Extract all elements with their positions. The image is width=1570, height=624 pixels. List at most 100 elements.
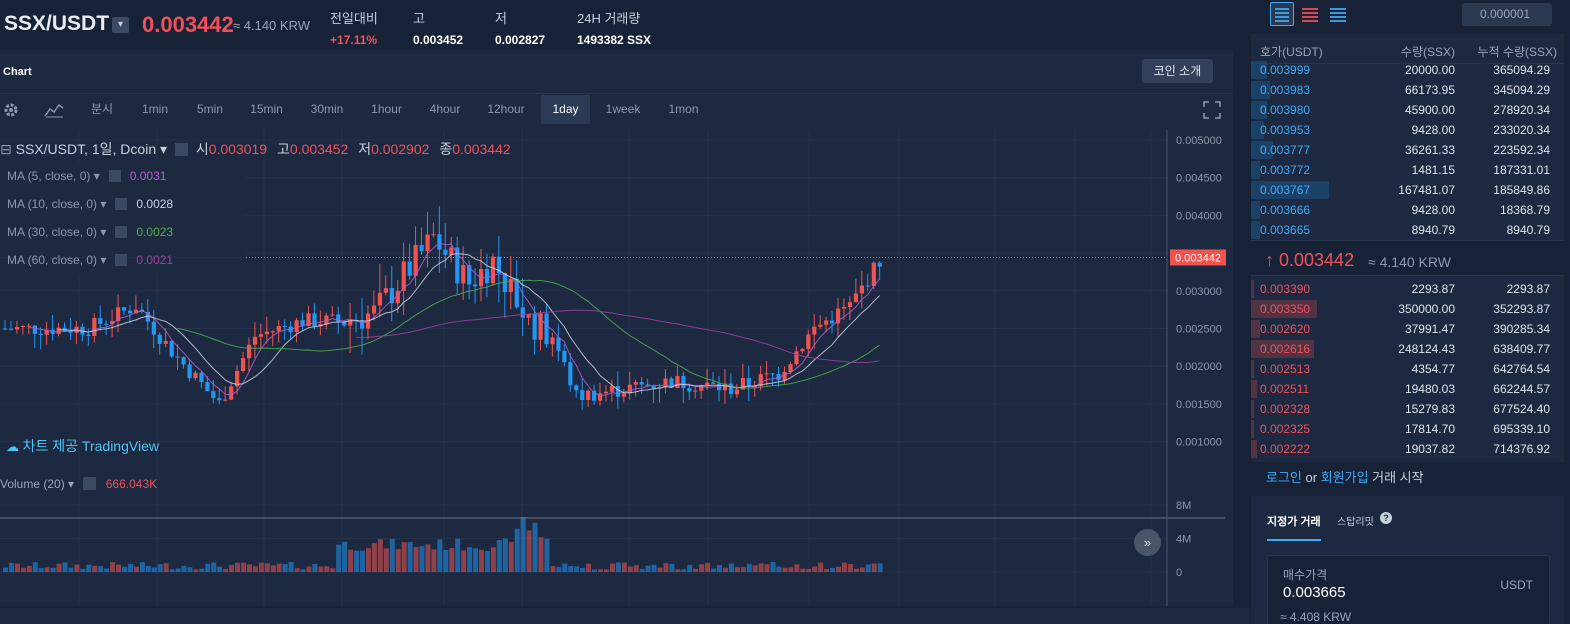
order-qty: 15279.83 [1404,402,1455,416]
depth-bar [1251,161,1261,179]
indicator-icon[interactable] [44,102,64,118]
candlestick-chart[interactable]: 0.0050000.0045000.0040000.0035000.003000… [0,130,1233,606]
candle-body [14,327,20,330]
ask-row[interactable]: 0.003666 9428.00 18368.79 [1251,200,1564,220]
settings-icon[interactable] [115,254,128,266]
buy-price-value[interactable]: 0.003665 [1283,584,1346,601]
order-price[interactable]: 0.003772 [1260,163,1311,177]
bid-row[interactable]: 0.002513 4354.77 642764.54 [1251,359,1564,379]
candle-body [818,324,823,327]
order-price[interactable]: 0.003777 [1260,143,1311,157]
settings-icon[interactable] [115,226,128,238]
bid-row[interactable]: 0.002616 248124.43 638409.77 [1251,339,1564,359]
volume-bar [187,567,193,572]
view-both-button[interactable] [1270,2,1294,26]
ask-row[interactable]: 0.003665 8940.79 8940.79 [1251,220,1564,240]
bid-row[interactable]: 0.002222 19037.82 714376.92 [1251,439,1564,459]
signup-link[interactable]: 회원가입 [1320,470,1369,485]
volume-bar [3,567,8,572]
volume-bar [139,562,145,572]
ask-row[interactable]: 0.003777 36261.33 223592.34 [1251,140,1564,160]
bid-row[interactable]: 0.002511 19480.03 662244.57 [1251,379,1564,399]
tab-limit-order[interactable]: 지정가 거래 [1267,513,1321,541]
tab-stop-limit[interactable]: 스탑리밋 [1337,517,1374,528]
timeframe-30min[interactable]: 30min [310,102,344,116]
volume-bar [211,562,217,572]
order-price[interactable]: 0.003983 [1260,83,1311,97]
order-price[interactable]: 0.003953 [1260,123,1311,137]
ask-row[interactable]: 0.003999 20000.00 365094.29 [1251,60,1564,80]
ask-row[interactable]: 0.003767 167481.07 185849.86 [1251,180,1564,200]
order-price[interactable]: 0.003999 [1260,63,1311,77]
candle-body [395,290,400,304]
volume-bar [800,568,806,572]
order-price[interactable]: 0.002620 [1260,322,1311,336]
view-asks-button[interactable] [1298,2,1322,26]
login-link[interactable]: 로그인 [1266,470,1302,485]
timeframe-1min[interactable]: 1min [141,102,168,116]
ask-row[interactable]: 0.003980 45900.00 278920.34 [1251,100,1564,120]
order-price[interactable]: 0.003767 [1260,183,1311,197]
timeframe-1mon[interactable]: 1mon [668,102,699,116]
view-bids-button[interactable] [1326,2,1350,26]
bid-row[interactable]: 0.002325 17814.70 695339.10 [1251,419,1564,439]
ma-legend-item[interactable]: MA (60, close, 0) ▾ 0.0021 [7,253,174,267]
timeframe-1week[interactable]: 1week [605,102,641,116]
scrollbar[interactable] [1564,0,1570,462]
candle-body [264,331,269,335]
order-price[interactable]: 0.002616 [1260,342,1311,356]
bid-row[interactable]: 0.002328 15279.83 677524.40 [1251,399,1564,419]
timeframe-4hour[interactable]: 4hour [429,102,461,116]
order-price[interactable]: 0.002328 [1260,402,1311,416]
volume-bar [229,564,235,572]
timeframe-12hour[interactable]: 12hour [487,102,525,116]
settings-icon[interactable] [108,170,121,182]
volume-bar [865,564,871,572]
ma-legend-item[interactable]: MA (5, close, 0) ▾ 0.0031 [7,169,167,183]
precision-select[interactable]: 0.000001 [1462,3,1552,26]
tradingview-credit[interactable]: ☁ 차트 제공 TradingView [6,438,159,454]
volume-label[interactable]: Volume (20) [0,477,65,491]
order-price[interactable]: 0.003350 [1260,302,1311,316]
bid-row[interactable]: 0.002620 37991.47 390285.34 [1251,319,1564,339]
settings-icon[interactable] [115,198,128,210]
order-price[interactable]: 0.002325 [1260,422,1311,436]
legend-symbol[interactable]: SSX/USDT, 1일, Dcoin [15,141,157,157]
order-price[interactable]: 0.003980 [1260,103,1311,117]
candle-body [847,302,853,308]
ask-row[interactable]: 0.003953 9428.00 233020.34 [1251,120,1564,140]
scroll-to-latest-button[interactable]: » [1134,529,1161,556]
buy-price-field[interactable]: 매수가격 0.003665 USDT [1267,555,1550,624]
order-price[interactable]: 0.002513 [1260,362,1311,376]
timeframe-5min[interactable]: 5min [196,102,223,116]
timeframe-15min[interactable]: 15min [250,102,283,116]
help-icon[interactable]: ? [1380,512,1392,524]
candle-body [38,333,43,335]
order-price[interactable]: 0.003666 [1260,203,1311,217]
bid-row[interactable]: 0.003390 2293.87 2293.87 [1251,279,1564,299]
settings-icon[interactable] [83,477,97,490]
candle-body [360,320,365,329]
order-price[interactable]: 0.002222 [1260,442,1311,456]
settings-icon[interactable] [174,143,188,156]
buy-price-krw: ≈ 4.408 KRW [1280,610,1352,624]
chevron-down-icon[interactable]: ▾ [112,17,129,33]
fullscreen-icon[interactable] [1203,101,1221,119]
ask-row[interactable]: 0.003983 66173.95 345094.29 [1251,80,1564,100]
last-price-krw: ≈ 4.140 KRW [233,18,310,33]
ask-row[interactable]: 0.003772 1481.15 187331.01 [1251,160,1564,180]
volume-bar [651,564,657,572]
order-price[interactable]: 0.002511 [1260,382,1310,396]
order-price[interactable]: 0.003665 [1260,223,1311,237]
timeframe-분시[interactable]: 분시 [90,102,114,116]
coin-intro-button[interactable]: 코인 소개 [1142,59,1213,83]
ma-legend-item[interactable]: MA (10, close, 0) ▾ 0.0028 [7,197,174,211]
timeframe-1hour[interactable]: 1hour [371,102,402,116]
pair-name[interactable]: SSX/USDT [4,12,110,35]
order-price[interactable]: 0.003390 [1260,282,1311,296]
gear-icon[interactable] [2,101,20,119]
timeframe-1day[interactable]: 1day [541,95,590,124]
ma-legend-item[interactable]: MA (30, close, 0) ▾ 0.0023 [7,225,174,239]
bid-row[interactable]: 0.003350 350000.00 352293.87 [1251,299,1564,319]
